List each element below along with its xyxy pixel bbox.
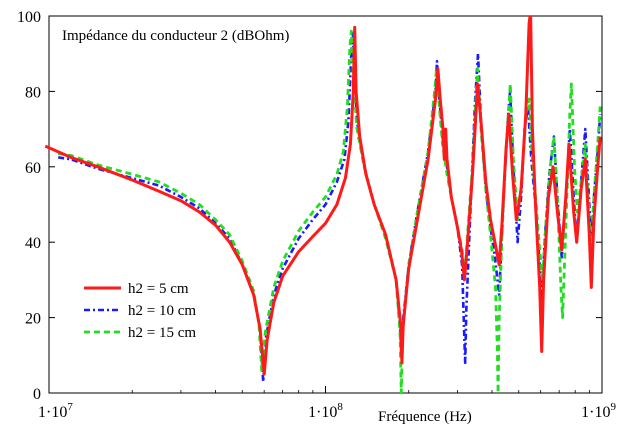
- y-tick-label: 0: [33, 386, 41, 403]
- x-tick-exponent: 8: [337, 401, 343, 413]
- x-tick-label: 1·107: [38, 401, 73, 421]
- x-tick-exponent: 9: [611, 401, 617, 413]
- y-tick-label: 20: [25, 311, 41, 328]
- y-tick-label: 40: [25, 235, 41, 252]
- legend-label-3: h2 = 15 cm: [128, 325, 196, 341]
- legend: h2 = 5 cm h2 = 10 cm h2 = 15 cm: [84, 281, 196, 341]
- x-tick-exponent: 7: [67, 401, 73, 413]
- chart-title: Impédance du conducteur 2 (dBOhm): [62, 28, 289, 44]
- x-tick-base: 1·10: [38, 404, 67, 421]
- series-layer: [44, 16, 602, 395]
- y-tick-label: 80: [25, 84, 41, 101]
- legend-label-2: h2 = 10 cm: [128, 303, 196, 319]
- legend-label-1: h2 = 5 cm: [128, 281, 189, 297]
- x-tick-base: 1·10: [308, 404, 337, 421]
- x-tick-base: 1·10: [581, 404, 610, 421]
- y-tick-label: 100: [17, 9, 41, 26]
- x-tick-label: 1·109: [581, 401, 616, 421]
- x-axis-label: Fréquence (Hz): [378, 409, 472, 425]
- x-tick-label: 1·108: [308, 401, 343, 421]
- y-tick-label: 60: [25, 160, 41, 177]
- series-line-1: [44, 16, 602, 376]
